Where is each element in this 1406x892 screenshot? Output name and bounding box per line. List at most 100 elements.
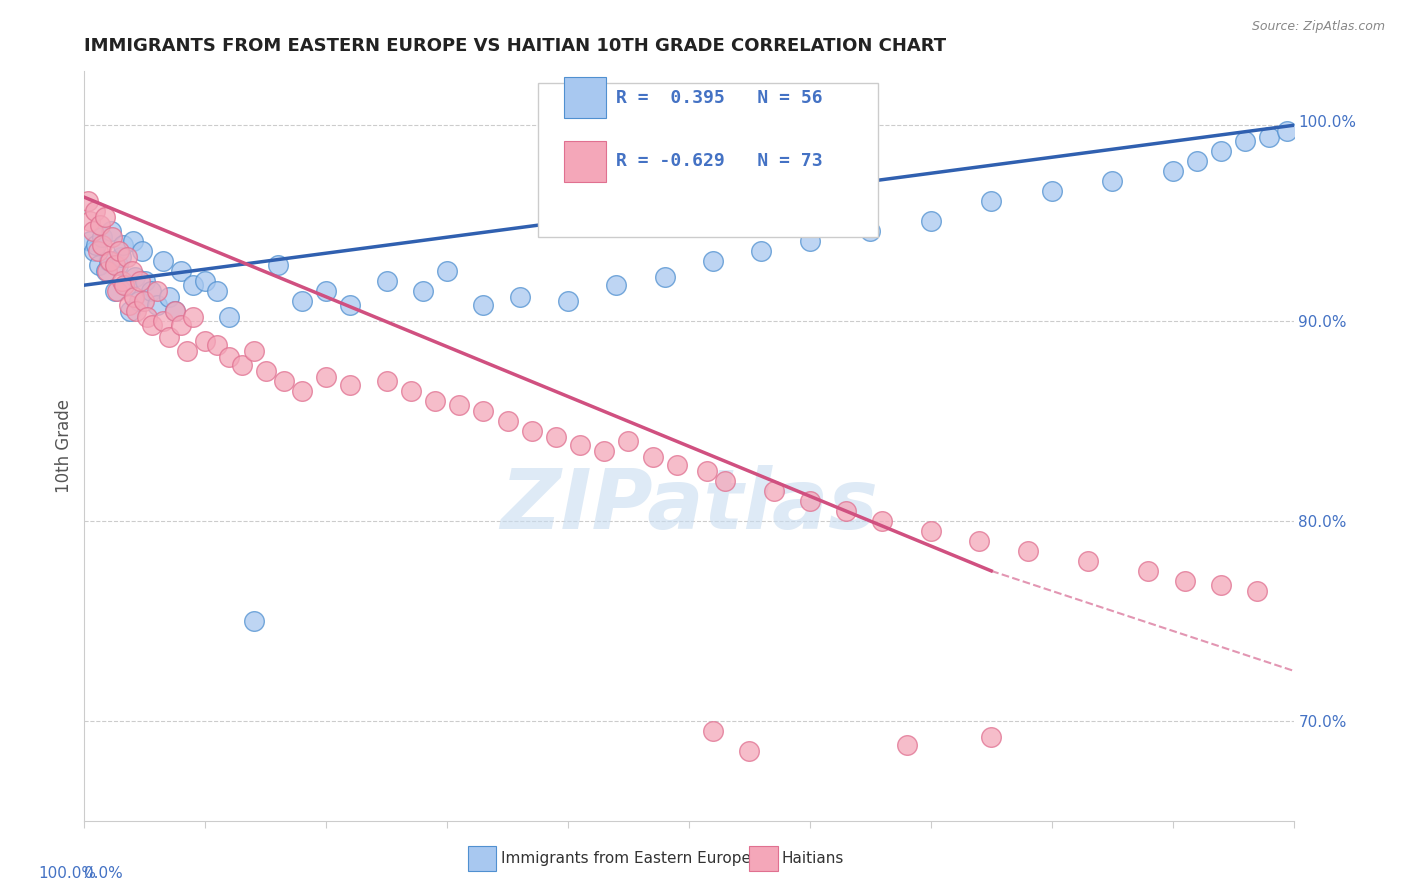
Point [94, 211, 117, 225]
Point [291, 384, 314, 398]
Point [1017, 544, 1039, 558]
Point [762, 483, 785, 498]
Point [79, 214, 101, 228]
Point [105, 284, 128, 298]
Point [104, 258, 127, 272]
Point [696, 464, 718, 478]
Point [134, 274, 156, 288]
Point [112, 278, 135, 293]
Point [1077, 554, 1099, 568]
Point [139, 284, 162, 298]
Point [896, 738, 918, 752]
Point [569, 438, 592, 452]
Point [291, 294, 314, 309]
FancyBboxPatch shape [564, 78, 606, 118]
Text: Source: ZipAtlas.com: Source: ZipAtlas.com [1251, 20, 1385, 33]
Point [181, 310, 204, 325]
Point [141, 318, 163, 332]
Point [132, 294, 155, 309]
Point [115, 250, 138, 264]
Point [423, 394, 446, 409]
Point [1137, 564, 1160, 578]
Point [254, 364, 277, 378]
Point [83, 244, 105, 259]
Point [77, 194, 100, 209]
Point [242, 344, 264, 359]
Point [315, 284, 337, 298]
Point [91, 230, 114, 244]
Point [520, 424, 543, 438]
Point [315, 370, 337, 384]
Point [121, 234, 143, 248]
Point [101, 230, 124, 244]
Point [157, 290, 180, 304]
FancyBboxPatch shape [564, 141, 606, 181]
Point [920, 524, 942, 538]
Point [120, 304, 142, 318]
Point [194, 334, 217, 348]
Point [544, 430, 567, 444]
Point [146, 284, 169, 298]
Y-axis label: 10th Grade: 10th Grade [55, 399, 73, 493]
Point [218, 310, 240, 325]
Point [1277, 124, 1299, 138]
Point [702, 723, 724, 738]
Point [472, 404, 495, 418]
Point [129, 274, 152, 288]
Point [218, 350, 240, 364]
Text: 0.0%: 0.0% [84, 865, 124, 880]
Point [110, 250, 132, 264]
Point [125, 304, 148, 318]
Point [641, 450, 664, 464]
Point [115, 278, 138, 293]
Point [593, 444, 616, 458]
Point [799, 234, 821, 248]
Point [339, 378, 361, 392]
Point [86, 244, 108, 259]
Point [89, 218, 111, 232]
Point [980, 194, 1002, 209]
Point [118, 298, 141, 312]
Point [496, 414, 519, 428]
Point [617, 434, 640, 448]
Point [170, 318, 193, 332]
Point [136, 310, 159, 325]
Point [1040, 184, 1063, 198]
Point [339, 298, 361, 312]
Point [980, 730, 1002, 744]
Point [872, 514, 894, 528]
Point [449, 398, 471, 412]
Point [738, 744, 761, 758]
Point [128, 294, 150, 309]
Text: R = -0.629   N = 73: R = -0.629 N = 73 [616, 153, 823, 170]
Point [170, 264, 193, 278]
Point [702, 254, 724, 268]
Point [98, 254, 121, 268]
Text: Haitians: Haitians [782, 852, 844, 866]
Point [96, 264, 118, 278]
Point [176, 344, 198, 359]
Text: R =  0.395   N = 56: R = 0.395 N = 56 [616, 88, 823, 106]
Point [472, 298, 495, 312]
Point [112, 238, 135, 252]
Point [84, 204, 107, 219]
Point [121, 264, 143, 278]
Point [835, 504, 858, 518]
Point [231, 358, 253, 372]
FancyBboxPatch shape [538, 83, 877, 237]
Point [194, 274, 217, 288]
Point [124, 270, 146, 285]
Point [152, 254, 174, 268]
Point [111, 274, 134, 288]
Point [799, 494, 821, 508]
Text: IMMIGRANTS FROM EASTERN EUROPE VS HAITIAN 10TH GRADE CORRELATION CHART: IMMIGRANTS FROM EASTERN EUROPE VS HAITIA… [84, 37, 946, 54]
Point [1209, 578, 1232, 592]
Point [152, 314, 174, 328]
Point [1101, 174, 1123, 188]
Point [375, 274, 398, 288]
Point [1209, 145, 1232, 159]
Point [557, 294, 579, 309]
Point [94, 264, 117, 278]
Point [91, 238, 114, 252]
Point [122, 290, 145, 304]
